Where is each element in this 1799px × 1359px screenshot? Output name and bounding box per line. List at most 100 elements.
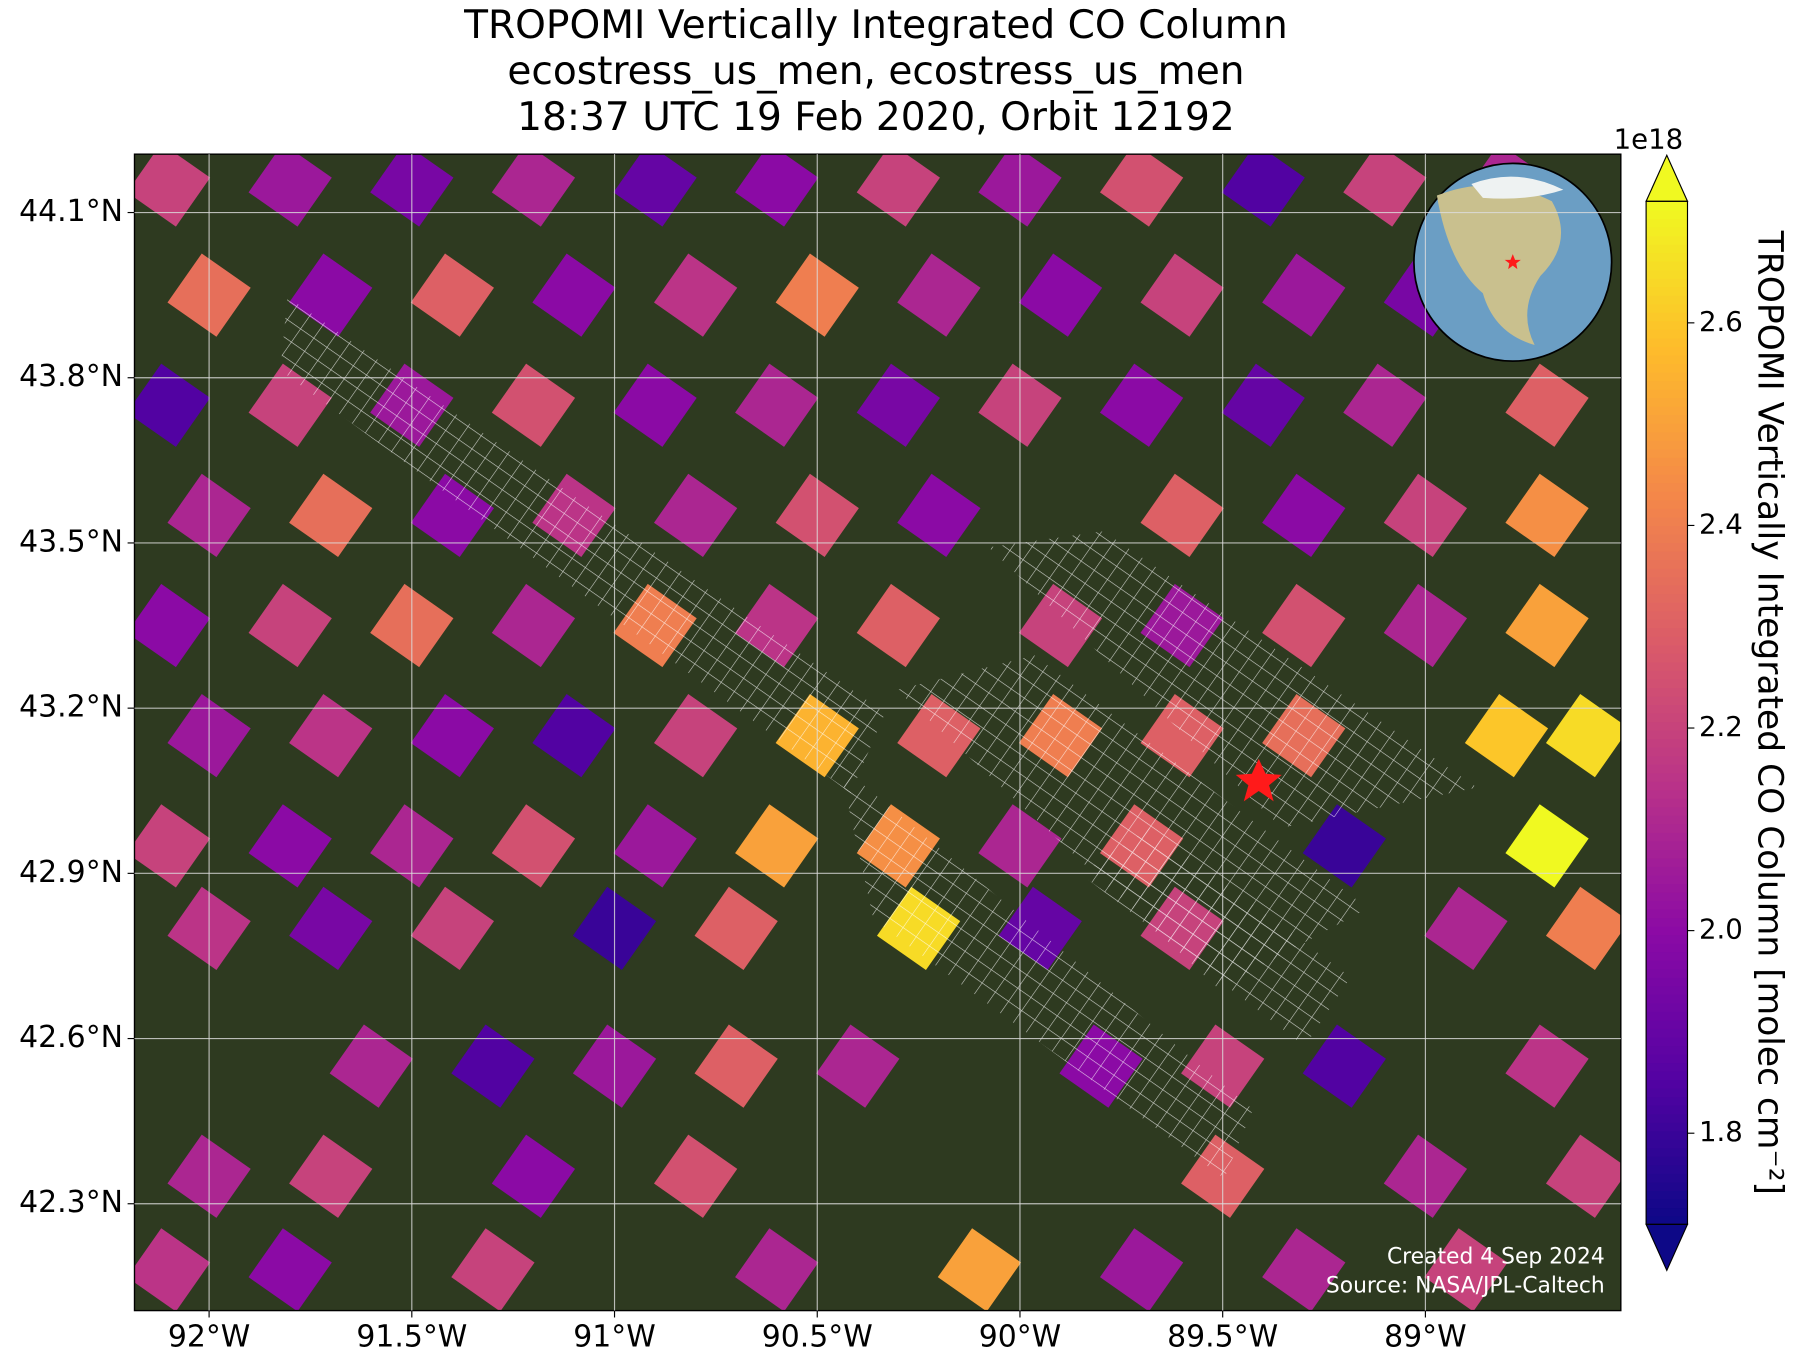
co-cell bbox=[856, 363, 940, 447]
colorbar-slice bbox=[1646, 653, 1688, 663]
colorbar-slice bbox=[1646, 209, 1688, 220]
colorbar-slice bbox=[1646, 943, 1688, 953]
co-cell bbox=[1343, 363, 1427, 447]
colorbar-slice bbox=[1646, 1190, 1688, 1200]
co-cell bbox=[451, 1024, 535, 1108]
colorbar-slice bbox=[1646, 883, 1688, 893]
colorbar-slice bbox=[1646, 908, 1688, 919]
credit: Created 4 Sep 2024 bbox=[1387, 1245, 1605, 1270]
colorbar-slice bbox=[1646, 1181, 1688, 1191]
colorbar-slice bbox=[1646, 559, 1688, 569]
colorbar-slice bbox=[1646, 388, 1688, 399]
credit: Source: NASA/JPL-Caltech bbox=[1326, 1273, 1605, 1298]
colorbar-slice bbox=[1646, 755, 1688, 765]
co-cell bbox=[1545, 1134, 1621, 1218]
colorbar-slice bbox=[1646, 303, 1688, 313]
colorbar-slice bbox=[1646, 371, 1688, 382]
colorbar-extend bbox=[1645, 1223, 1689, 1272]
colorbar-slice bbox=[1646, 670, 1688, 680]
chart-title: TROPOMI Vertically Integrated CO Column bbox=[463, 3, 1288, 48]
co-cell bbox=[410, 253, 494, 337]
colorbar-tick-label: 1.8 bbox=[1699, 1115, 1743, 1148]
co-cell bbox=[329, 1024, 413, 1108]
colorbar-slice bbox=[1646, 789, 1688, 799]
co-cell bbox=[1262, 253, 1346, 337]
co-cell bbox=[289, 473, 373, 558]
colorbar-slice bbox=[1646, 610, 1688, 620]
co-cell bbox=[735, 1228, 819, 1311]
colorbar-slice bbox=[1646, 550, 1688, 561]
y-tick-label: 42.3°N bbox=[19, 1185, 123, 1220]
globe-marker bbox=[1504, 254, 1521, 270]
colorbar-slice bbox=[1646, 252, 1688, 262]
colorbar-slice bbox=[1646, 516, 1688, 526]
colorbar-slice bbox=[1646, 1019, 1688, 1029]
colorbar-slice bbox=[1646, 687, 1688, 697]
colorbar-slice bbox=[1646, 866, 1688, 876]
colorbar-slice bbox=[1646, 508, 1688, 518]
colorbar-slice bbox=[1646, 1173, 1688, 1183]
x-tick-label: 89.5°W bbox=[1167, 1320, 1278, 1355]
co-cell bbox=[653, 694, 738, 778]
colorbar-slice bbox=[1646, 781, 1688, 791]
colorbar-slice bbox=[1646, 1113, 1688, 1123]
colorbar-slice bbox=[1646, 354, 1688, 364]
co-cell bbox=[613, 804, 697, 888]
colorbar-slice bbox=[1646, 746, 1688, 757]
colorbar-slice bbox=[1646, 738, 1688, 748]
co-cell bbox=[248, 154, 332, 227]
y-tick-label: 43.5°N bbox=[19, 524, 123, 559]
ice bbox=[1471, 176, 1564, 199]
colorbar-slice bbox=[1646, 593, 1688, 603]
colorbar-slice bbox=[1646, 320, 1688, 330]
colorbar-slice bbox=[1646, 874, 1688, 885]
colorbar-label: TROPOMI Vertically Integrated CO Column … bbox=[1749, 230, 1789, 1195]
x-tick-label: 92°W bbox=[168, 1320, 251, 1355]
y-tick-label: 42.9°N bbox=[19, 855, 123, 890]
co-cell bbox=[897, 473, 981, 558]
colorbar-slice bbox=[1646, 1164, 1688, 1174]
co-cell bbox=[1302, 804, 1386, 888]
co-cell bbox=[248, 804, 332, 888]
co-cell bbox=[694, 1024, 778, 1108]
co-cell bbox=[1140, 473, 1224, 558]
colorbar-slice bbox=[1646, 533, 1688, 544]
colorbar-slice bbox=[1646, 1002, 1688, 1012]
co-cell bbox=[1505, 473, 1589, 558]
colorbar-slice bbox=[1646, 1122, 1688, 1132]
colorbar-slice bbox=[1646, 994, 1688, 1004]
colorbar-slice bbox=[1646, 1096, 1688, 1106]
colorbar-tick-label: 2.0 bbox=[1699, 913, 1743, 946]
colorbar-slice bbox=[1646, 269, 1688, 279]
co-cell bbox=[1505, 363, 1589, 447]
colorbar-tick-label: 2.4 bbox=[1699, 507, 1743, 540]
colorbar-slice bbox=[1646, 729, 1688, 740]
co-cell bbox=[532, 253, 616, 337]
colorbar-slice bbox=[1646, 1130, 1688, 1140]
x-tick-label: 90.5°W bbox=[762, 1320, 873, 1355]
colorbar-slice bbox=[1646, 695, 1688, 706]
colorbar-slice bbox=[1646, 201, 1688, 211]
co-cell bbox=[1302, 1024, 1386, 1108]
co-cell bbox=[491, 154, 576, 227]
colorbar-slice bbox=[1646, 422, 1688, 433]
chart-subtitle: 18:37 UTC 19 Feb 2020, Orbit 12192 bbox=[517, 95, 1235, 140]
colorbar-slice bbox=[1646, 405, 1688, 416]
colorbar-slice bbox=[1646, 619, 1688, 629]
colorbar-slice bbox=[1646, 977, 1688, 987]
co-cell bbox=[816, 1024, 900, 1108]
colorbar-slice bbox=[1646, 1198, 1688, 1209]
colorbar-slice bbox=[1646, 576, 1688, 586]
colorbar-slice bbox=[1646, 857, 1688, 867]
co-cell bbox=[694, 886, 778, 971]
co-cell bbox=[134, 1228, 211, 1311]
colorbar-slice bbox=[1646, 951, 1688, 961]
colorbar-slice bbox=[1646, 525, 1688, 535]
colorbar-slice bbox=[1646, 602, 1688, 612]
co-cell bbox=[1545, 694, 1621, 778]
colorbar-slice bbox=[1646, 704, 1688, 714]
colorbar-slice bbox=[1646, 567, 1688, 578]
colorbar-slice bbox=[1646, 985, 1688, 995]
colorbar-slice bbox=[1646, 1062, 1688, 1072]
co-cell bbox=[134, 583, 211, 668]
